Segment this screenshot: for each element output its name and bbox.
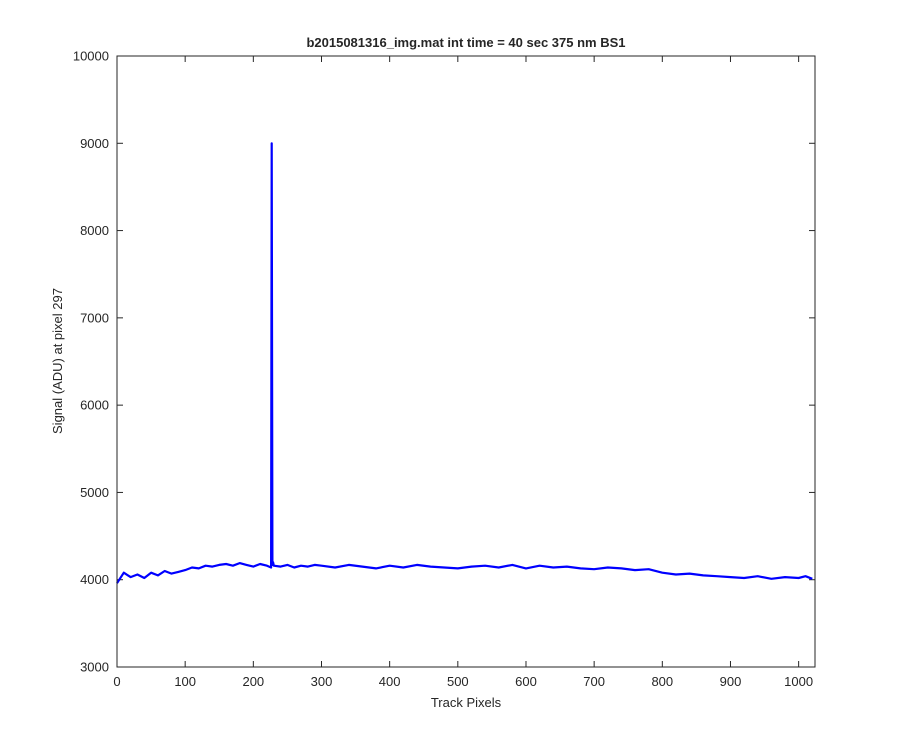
x-tick-label: 1000 — [784, 674, 813, 689]
y-tick-label: 6000 — [80, 398, 109, 413]
axes-box — [116, 55, 816, 668]
y-tick-label: 3000 — [80, 660, 109, 675]
x-tick-label: 300 — [311, 674, 333, 689]
y-tick-label: 10000 — [73, 49, 109, 64]
y-tick-label: 4000 — [80, 572, 109, 587]
x-tick-label: 100 — [174, 674, 196, 689]
series-line — [116, 142, 813, 584]
x-tick-label: 500 — [447, 674, 469, 689]
x-axis-label: Track Pixels — [431, 695, 502, 710]
x-tick-label: 900 — [720, 674, 742, 689]
y-tick-label: 8000 — [80, 223, 109, 238]
chart-title: b2015081316_img.mat int time = 40 sec 37… — [306, 35, 625, 50]
x-tick-label: 200 — [242, 674, 264, 689]
x-tick-labels: 0 100 200 300 400 500 600 700 800 900 1000 — [113, 674, 813, 689]
y-tick-label: 7000 — [80, 310, 109, 325]
y-axis-label: Signal (ADU) at pixel 297 — [50, 288, 65, 434]
series-layer — [116, 142, 813, 584]
x-tick-label: 800 — [651, 674, 673, 689]
x-tick-label: 700 — [583, 674, 605, 689]
y-tick-label: 9000 — [80, 136, 109, 151]
y-tick-labels: 3000 4000 5000 6000 7000 8000 9000 10000 — [73, 49, 109, 675]
x-tick-label: 600 — [515, 674, 537, 689]
tick-marks — [116, 55, 815, 668]
x-tick-label: 400 — [379, 674, 401, 689]
x-tick-label: 0 — [113, 674, 120, 689]
y-tick-label: 5000 — [80, 485, 109, 500]
